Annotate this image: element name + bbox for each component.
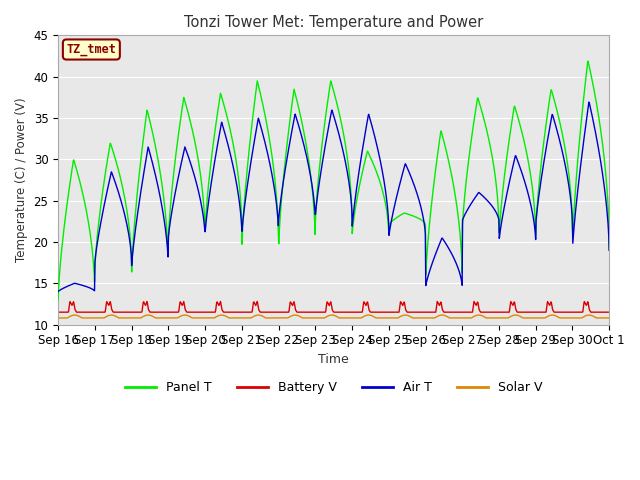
Panel T	[492, 172, 499, 178]
Solar V	[181, 312, 189, 318]
Solar V	[163, 315, 171, 321]
Panel T	[605, 247, 613, 253]
Battery V	[239, 309, 246, 315]
Solar V	[420, 315, 428, 321]
X-axis label: Time: Time	[318, 353, 349, 366]
Title: Tonzi Tower Met: Temperature and Power: Tonzi Tower Met: Temperature and Power	[184, 15, 483, 30]
Panel T	[239, 232, 246, 238]
Air T	[239, 224, 246, 229]
Battery V	[419, 309, 427, 315]
Air T	[54, 288, 62, 294]
Line: Battery V: Battery V	[58, 301, 609, 312]
Battery V	[54, 309, 62, 315]
Air T	[419, 214, 427, 220]
Panel T	[177, 115, 184, 121]
Air T	[163, 243, 171, 249]
Air T	[605, 247, 613, 253]
Air T	[540, 160, 548, 166]
Panel T	[540, 140, 548, 145]
Solar V	[605, 315, 613, 321]
Battery V	[492, 309, 499, 315]
Solar V	[239, 315, 246, 321]
Solar V	[540, 315, 548, 321]
Panel T	[54, 297, 62, 303]
Battery V	[540, 309, 548, 315]
Y-axis label: Temperature (C) / Power (V): Temperature (C) / Power (V)	[15, 97, 28, 262]
Line: Air T: Air T	[58, 102, 609, 291]
Air T	[585, 99, 593, 105]
Panel T	[419, 218, 427, 224]
Battery V	[177, 300, 184, 305]
Panel T	[584, 59, 592, 64]
Air T	[177, 163, 184, 169]
Solar V	[177, 313, 184, 319]
Battery V	[605, 309, 613, 315]
Panel T	[163, 235, 171, 241]
Line: Panel T: Panel T	[58, 61, 609, 300]
Solar V	[492, 315, 499, 321]
Solar V	[54, 315, 62, 321]
Line: Solar V: Solar V	[58, 315, 609, 318]
Legend: Panel T, Battery V, Air T, Solar V: Panel T, Battery V, Air T, Solar V	[120, 376, 548, 399]
Air T	[492, 207, 499, 213]
Battery V	[470, 299, 478, 304]
Battery V	[163, 309, 171, 315]
Text: TZ_tmet: TZ_tmet	[67, 43, 116, 56]
